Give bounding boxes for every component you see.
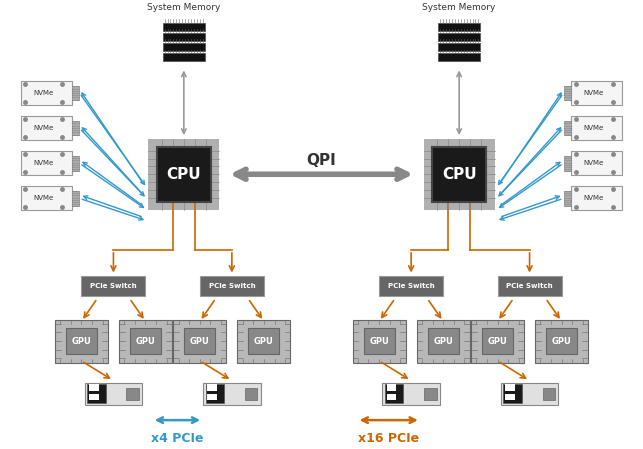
Text: GPU: GPU bbox=[254, 337, 274, 346]
FancyBboxPatch shape bbox=[66, 328, 97, 354]
FancyBboxPatch shape bbox=[82, 276, 145, 296]
FancyBboxPatch shape bbox=[498, 276, 561, 296]
Text: GPU: GPU bbox=[190, 337, 210, 346]
Text: NVMe: NVMe bbox=[33, 125, 53, 131]
FancyBboxPatch shape bbox=[428, 328, 458, 354]
FancyBboxPatch shape bbox=[203, 383, 260, 405]
FancyBboxPatch shape bbox=[383, 383, 440, 405]
FancyBboxPatch shape bbox=[21, 116, 72, 140]
FancyBboxPatch shape bbox=[89, 394, 98, 401]
FancyBboxPatch shape bbox=[563, 191, 571, 206]
FancyBboxPatch shape bbox=[563, 86, 571, 100]
FancyBboxPatch shape bbox=[119, 320, 172, 363]
FancyBboxPatch shape bbox=[385, 384, 403, 403]
Text: NVMe: NVMe bbox=[583, 160, 604, 166]
FancyBboxPatch shape bbox=[439, 43, 480, 51]
Text: QPI: QPI bbox=[307, 153, 336, 167]
FancyBboxPatch shape bbox=[89, 384, 98, 391]
FancyBboxPatch shape bbox=[237, 320, 291, 363]
FancyBboxPatch shape bbox=[163, 43, 204, 51]
FancyBboxPatch shape bbox=[386, 394, 396, 401]
Text: PCIe Switch: PCIe Switch bbox=[208, 283, 255, 289]
FancyBboxPatch shape bbox=[424, 139, 494, 210]
FancyBboxPatch shape bbox=[432, 147, 486, 202]
Text: NVMe: NVMe bbox=[33, 90, 53, 96]
Text: NVMe: NVMe bbox=[583, 195, 604, 202]
Text: CPU: CPU bbox=[442, 167, 476, 182]
FancyBboxPatch shape bbox=[563, 156, 571, 171]
FancyBboxPatch shape bbox=[248, 328, 280, 354]
FancyBboxPatch shape bbox=[571, 81, 622, 105]
FancyBboxPatch shape bbox=[127, 388, 139, 400]
FancyBboxPatch shape bbox=[482, 328, 513, 354]
FancyBboxPatch shape bbox=[439, 33, 480, 41]
FancyBboxPatch shape bbox=[85, 383, 142, 405]
FancyBboxPatch shape bbox=[163, 23, 204, 31]
FancyBboxPatch shape bbox=[501, 383, 558, 405]
FancyBboxPatch shape bbox=[72, 86, 80, 100]
Text: NVMe: NVMe bbox=[583, 125, 604, 131]
Text: PCIe Switch: PCIe Switch bbox=[388, 283, 435, 289]
FancyBboxPatch shape bbox=[163, 33, 204, 41]
FancyBboxPatch shape bbox=[21, 151, 72, 176]
FancyBboxPatch shape bbox=[563, 121, 571, 136]
FancyBboxPatch shape bbox=[149, 139, 219, 210]
FancyBboxPatch shape bbox=[535, 320, 588, 363]
Text: GPU: GPU bbox=[433, 337, 453, 346]
FancyBboxPatch shape bbox=[208, 384, 217, 391]
FancyBboxPatch shape bbox=[72, 121, 80, 136]
FancyBboxPatch shape bbox=[87, 384, 105, 403]
Text: GPU: GPU bbox=[369, 337, 389, 346]
FancyBboxPatch shape bbox=[546, 328, 577, 354]
Text: x4 PCIe: x4 PCIe bbox=[151, 432, 204, 445]
FancyBboxPatch shape bbox=[55, 320, 108, 363]
FancyBboxPatch shape bbox=[571, 186, 622, 211]
FancyBboxPatch shape bbox=[200, 276, 264, 296]
FancyBboxPatch shape bbox=[424, 388, 437, 400]
Text: CPU: CPU bbox=[167, 167, 201, 182]
FancyBboxPatch shape bbox=[363, 328, 395, 354]
Text: GPU: GPU bbox=[487, 337, 507, 346]
FancyBboxPatch shape bbox=[505, 384, 514, 391]
FancyBboxPatch shape bbox=[543, 388, 555, 400]
FancyBboxPatch shape bbox=[157, 147, 211, 202]
FancyBboxPatch shape bbox=[571, 116, 622, 140]
FancyBboxPatch shape bbox=[208, 394, 217, 401]
FancyBboxPatch shape bbox=[379, 276, 443, 296]
FancyBboxPatch shape bbox=[505, 394, 514, 401]
FancyBboxPatch shape bbox=[439, 53, 480, 61]
Text: System Memory: System Memory bbox=[422, 3, 496, 12]
FancyBboxPatch shape bbox=[439, 23, 480, 31]
FancyBboxPatch shape bbox=[386, 384, 396, 391]
FancyBboxPatch shape bbox=[185, 328, 215, 354]
FancyBboxPatch shape bbox=[352, 320, 406, 363]
FancyBboxPatch shape bbox=[206, 384, 224, 403]
FancyBboxPatch shape bbox=[21, 81, 72, 105]
FancyBboxPatch shape bbox=[571, 151, 622, 176]
FancyBboxPatch shape bbox=[174, 320, 226, 363]
FancyBboxPatch shape bbox=[72, 156, 80, 171]
Text: GPU: GPU bbox=[136, 337, 156, 346]
Text: PCIe Switch: PCIe Switch bbox=[506, 283, 553, 289]
FancyBboxPatch shape bbox=[72, 191, 80, 206]
Text: PCIe Switch: PCIe Switch bbox=[90, 283, 137, 289]
FancyBboxPatch shape bbox=[130, 328, 161, 354]
FancyBboxPatch shape bbox=[21, 186, 72, 211]
Text: GPU: GPU bbox=[71, 337, 91, 346]
Text: NVMe: NVMe bbox=[33, 160, 53, 166]
Text: System Memory: System Memory bbox=[147, 3, 221, 12]
FancyBboxPatch shape bbox=[417, 320, 469, 363]
FancyBboxPatch shape bbox=[245, 388, 257, 400]
FancyBboxPatch shape bbox=[503, 384, 521, 403]
FancyBboxPatch shape bbox=[471, 320, 524, 363]
Text: NVMe: NVMe bbox=[583, 90, 604, 96]
Text: NVMe: NVMe bbox=[33, 195, 53, 202]
Text: GPU: GPU bbox=[552, 337, 572, 346]
FancyBboxPatch shape bbox=[163, 53, 204, 61]
Text: x16 PCIe: x16 PCIe bbox=[358, 432, 419, 445]
